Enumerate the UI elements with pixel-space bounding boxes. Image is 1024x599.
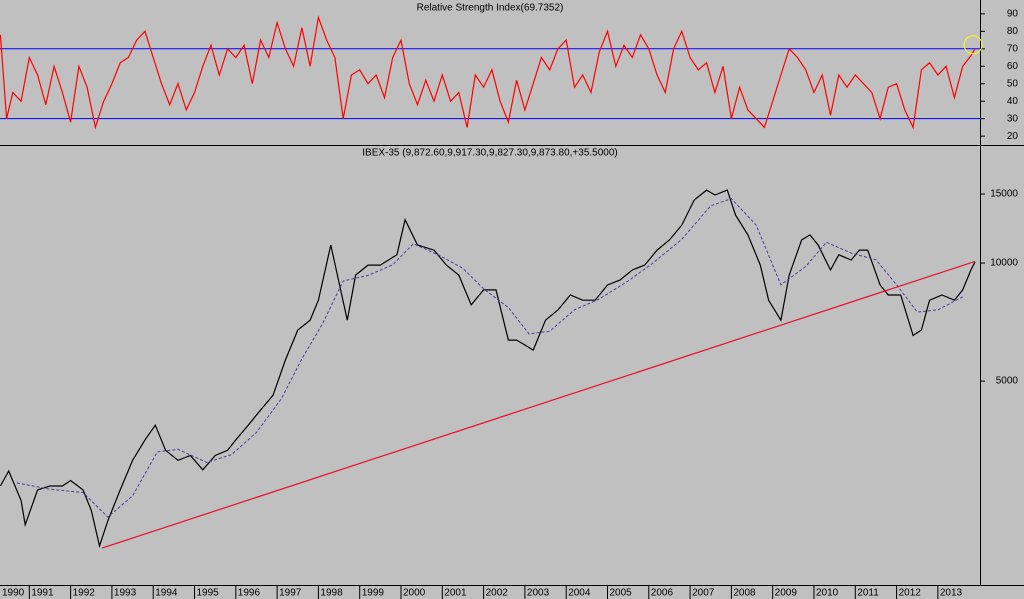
y-tick-label: 50 [1007, 78, 1019, 89]
panel-title: IBEX-35 (9,872.60,9,917.30,9,827.30,9,87… [362, 148, 617, 159]
y-tick-label: 30 [1007, 113, 1019, 124]
x-tick-label: 2010 [816, 588, 839, 599]
x-tick-label: 1998 [320, 588, 343, 599]
x-tick-label: 2012 [899, 588, 922, 599]
x-tick-label: 1996 [238, 588, 261, 599]
x-tick-label: 1999 [362, 588, 385, 599]
x-tick-label: 2009 [775, 588, 798, 599]
x-tick-label: 1997 [279, 588, 302, 599]
x-tick-label: 2006 [651, 588, 674, 599]
x-tick-label: 2011 [857, 588, 879, 599]
series-line [101, 260, 976, 549]
x-tick-label: 2005 [609, 588, 632, 599]
series-line [0, 189, 976, 549]
x-tick-label: 2003 [527, 588, 550, 599]
y-tick-label: 70 [1007, 43, 1019, 54]
y-tick-label: 10000 [990, 258, 1018, 269]
panel-title: Relative Strength Index(69.7352) [417, 3, 564, 14]
x-tick-label: 2007 [692, 588, 715, 599]
series-line [0, 15, 976, 130]
y-tick-label: 15000 [990, 189, 1018, 200]
y-tick-label: 90 [1007, 9, 1019, 20]
series-line [16, 198, 963, 518]
x-tick-label: 1994 [155, 588, 178, 599]
x-tick-label: 1992 [73, 588, 96, 599]
x-tick-label: 1990 [2, 588, 25, 599]
x-tick-label: 1991 [31, 588, 54, 599]
x-tick-label: 2008 [733, 588, 756, 599]
x-tick-label: 2013 [940, 588, 963, 599]
highlight-circle [963, 35, 983, 55]
y-tick-label: 20 [1007, 131, 1019, 142]
x-tick-label: 2001 [444, 588, 467, 599]
y-tick-label: 5000 [996, 376, 1019, 387]
x-tick-label: 2002 [486, 588, 509, 599]
y-tick-label: 60 [1007, 61, 1019, 72]
x-tick-label: 2004 [568, 588, 591, 599]
x-tick-label: 2000 [403, 588, 426, 599]
y-tick-label: 40 [1007, 96, 1019, 107]
y-tick-label: 80 [1007, 26, 1019, 37]
x-tick-label: 1993 [114, 588, 137, 599]
x-tick-label: 1995 [197, 588, 220, 599]
